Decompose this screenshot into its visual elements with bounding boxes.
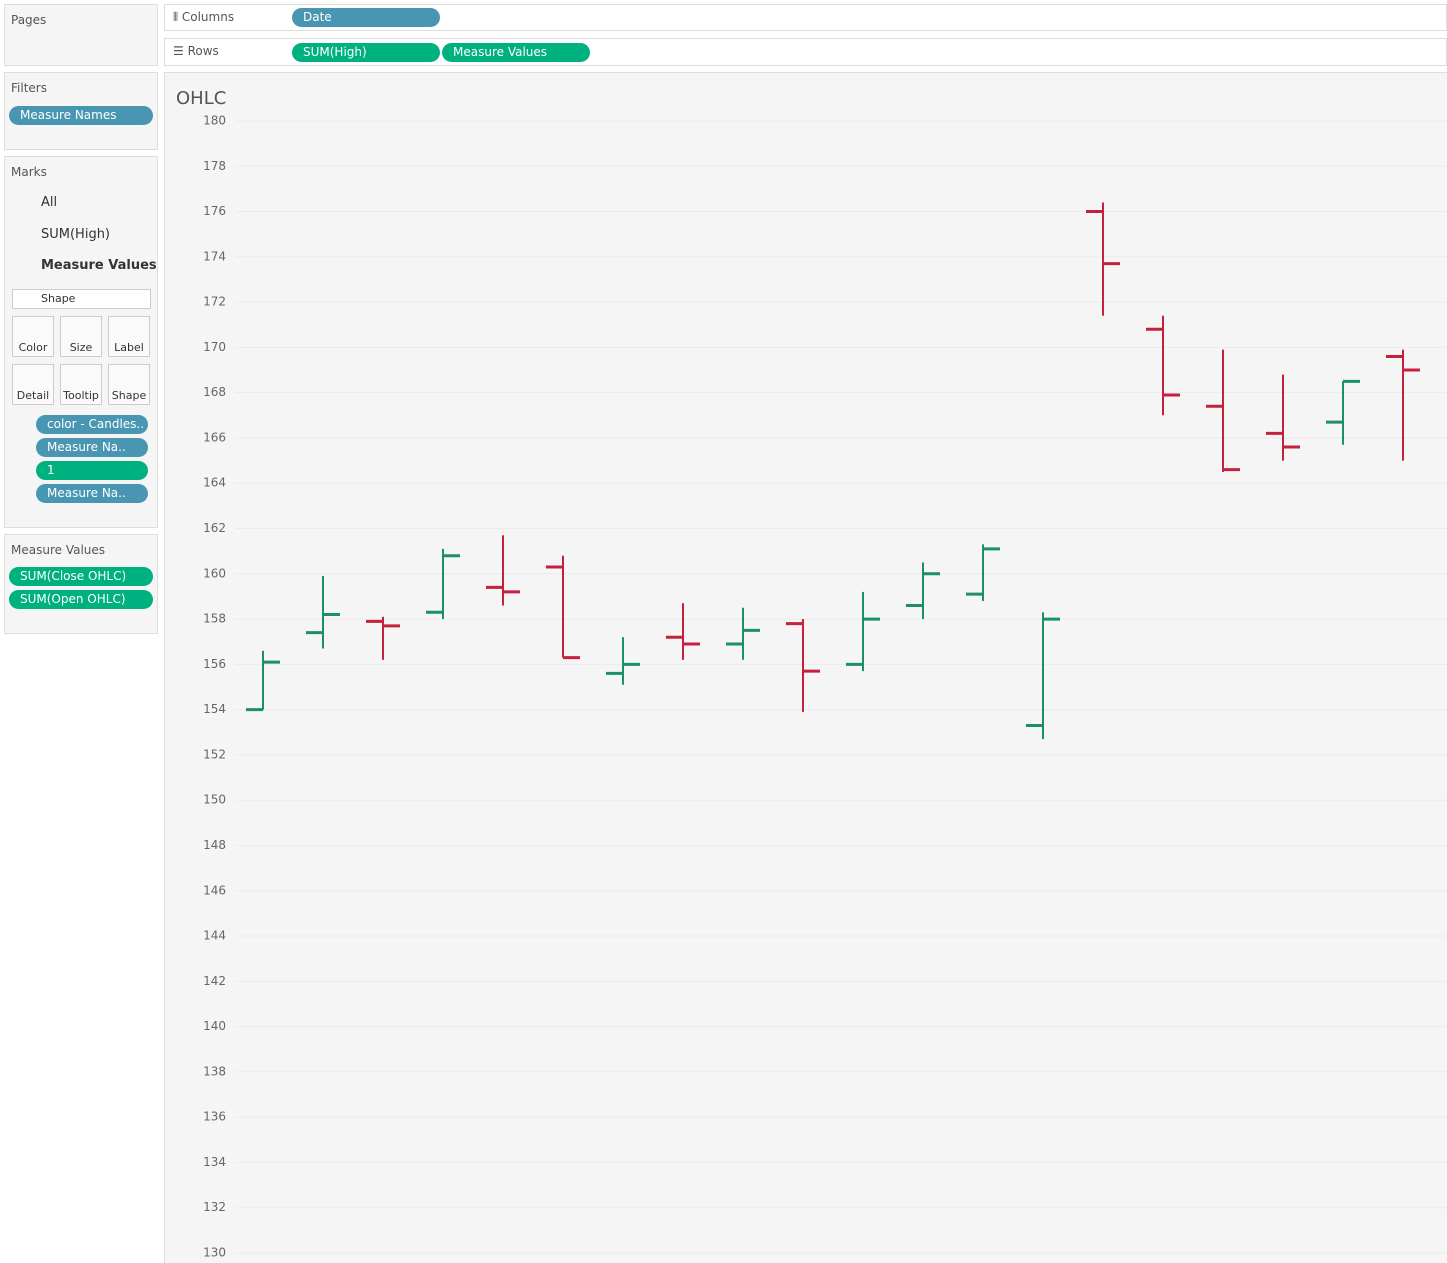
y-tick-label: 130: [203, 1246, 226, 1260]
y-tick-label: 158: [203, 612, 226, 626]
y-tick-label: 172: [203, 295, 226, 309]
tooltip-button[interactable]: Tooltip: [60, 364, 102, 405]
pill[interactable]: color - Candles..: [36, 415, 148, 434]
pill[interactable]: Date: [292, 8, 440, 27]
shelf-label-text: Columns: [181, 10, 235, 24]
y-tick-label: 150: [203, 793, 226, 807]
y-tick-label: 180: [203, 114, 226, 128]
y-tick-label: 162: [203, 521, 226, 535]
pill[interactable]: SUM(High): [292, 43, 440, 62]
y-tick-label: 174: [203, 249, 226, 263]
chart-background: [165, 73, 1447, 1263]
y-tick-label: 148: [203, 838, 226, 852]
y-tick-label: 168: [203, 385, 226, 399]
y-tick-label: 144: [203, 929, 226, 943]
columns-shelf: ⫴ Columns Date: [164, 4, 1447, 31]
y-tick-label: 166: [203, 430, 226, 444]
y-tick-label: 132: [203, 1200, 226, 1214]
pill[interactable]: Measure Na..: [36, 438, 148, 457]
y-tick-label: 136: [203, 1110, 226, 1124]
y-tick-label: 142: [203, 974, 226, 988]
y-tick-label: 134: [203, 1155, 226, 1169]
measure-values-card: Measure Values SUM(Close OHLC) SUM(Open …: [4, 534, 158, 634]
pill[interactable]: Measure Na..: [36, 484, 148, 503]
label-button[interactable]: Label: [108, 316, 150, 357]
rows-shelf: ☰ Rows SUM(High) Measure Values: [164, 38, 1447, 66]
pill[interactable]: Measure Values: [442, 43, 590, 62]
y-tick-label: 178: [203, 159, 226, 173]
y-tick-label: 154: [203, 702, 226, 716]
shelf-label: ⫴ Columns: [173, 10, 235, 24]
color-button[interactable]: Color: [12, 316, 54, 357]
chart-title: OHLC: [176, 88, 226, 109]
pill[interactable]: Measure Names: [9, 106, 153, 125]
y-tick-label: 152: [203, 747, 226, 761]
pill[interactable]: 1: [36, 461, 148, 480]
y-tick-label: 176: [203, 204, 226, 218]
marks-card: Marks All SUM(High) Measure Values Shape…: [4, 156, 158, 528]
layer[interactable]: SUM(High): [41, 227, 111, 242]
y-tick-label: 160: [203, 566, 226, 580]
pill[interactable]: SUM(Close OHLC): [9, 567, 153, 586]
size-button[interactable]: Size: [60, 316, 102, 357]
y-tick-label: 146: [203, 883, 226, 897]
y-tick-label: 140: [203, 1019, 226, 1033]
pages-card: Pages: [4, 4, 158, 66]
y-tick-label: 164: [203, 476, 226, 490]
y-tick-label: 170: [203, 340, 226, 354]
y-tick-label: 156: [203, 657, 226, 671]
detail-button[interactable]: Detail: [12, 364, 54, 405]
filters-card: Filters Measure Names: [4, 72, 158, 150]
shelf-label-text: Rows: [187, 44, 219, 58]
card-title: Marks: [11, 165, 47, 179]
card-title: Filters: [11, 81, 47, 95]
card-title: Measure Values: [11, 543, 106, 557]
shelf-label: ☰ Rows: [173, 44, 219, 58]
layer[interactable]: Measure Values: [41, 258, 157, 273]
y-tick-label: 138: [203, 1064, 226, 1078]
chart: OHLC 130 132 134 136 138 140 142 144 146 148 150 15…: [164, 72, 1447, 1263]
card-title: Pages: [11, 13, 47, 27]
pill[interactable]: SUM(Open OHLC): [9, 590, 153, 609]
shape-button[interactable]: Shape: [108, 364, 150, 405]
mark-type-dropdown[interactable]: Shape: [12, 289, 151, 309]
layer[interactable]: All: [41, 195, 58, 210]
